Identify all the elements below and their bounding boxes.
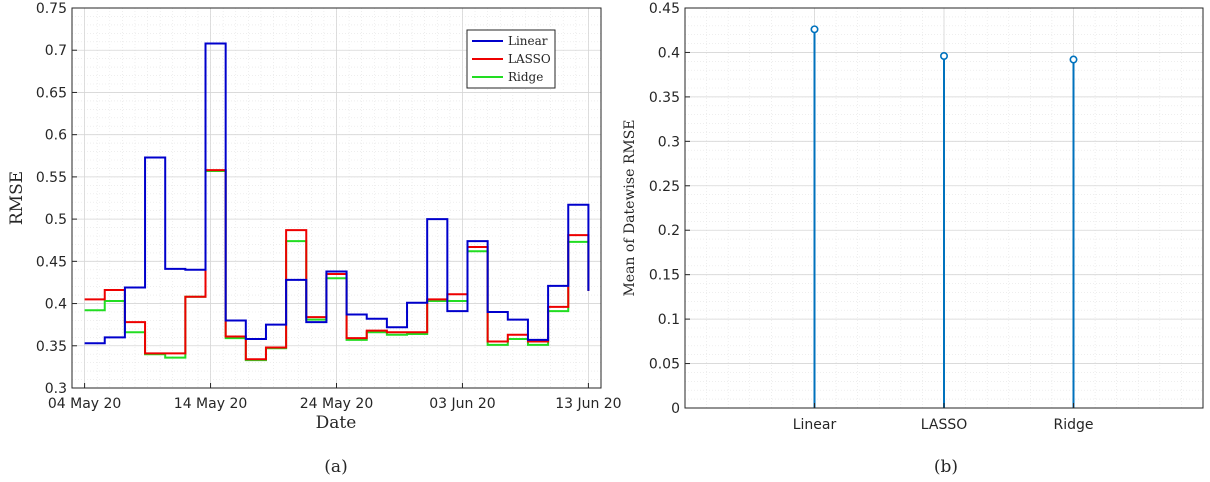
y-tick-label: 0.3 [658,134,680,150]
y-tick-label: 0.3 [45,381,67,397]
x-tick-label: 03 Jun 20 [429,396,495,412]
panel-a-series-lines [84,42,590,362]
panel-a-ticks: 04 May 20 14 May 20 24 May 20 03 Jun 20 13 J… [36,1,622,412]
panel-a-ylabel: RMSE [7,171,27,225]
y-tick-label: 0.4 [45,297,67,313]
stem-marker-lasso [939,51,948,60]
panel-b-stems [810,25,1078,408]
x-tick-label: 14 May 20 [174,396,247,412]
y-tick-label: 0.2 [658,223,680,239]
x-tick-label-linear: Linear [793,417,837,433]
panel-a-legend[interactable]: Linear LASSO Ridge [466,29,556,89]
x-tick-label-lasso: LASSO [921,417,968,433]
y-tick-label: 0.65 [36,85,67,101]
series-line-linear [84,42,590,345]
x-tick-label-ridge: Ridge [1053,417,1093,433]
panel-b-caption: (b) [934,457,958,477]
y-tick-label: 0.05 [649,357,680,373]
stem-marker-ridge [1069,55,1078,64]
y-tick-label: 0.35 [36,339,67,355]
panel-b-chart: 0 0.05 0.1 0.15 0.2 0.25 0.3 0.35 0.4 0.45 Linear L… [622,1,1204,477]
y-tick-label: 0.6 [45,128,67,144]
x-tick-label: 04 May 20 [48,396,121,412]
y-tick-label: 0.35 [649,90,680,106]
y-tick-label: 0.15 [649,268,680,284]
panel-a-xlabel: Date [316,413,357,433]
stem-marker-linear [810,25,819,34]
panel-b-ylabel: Mean of Datewise RMSE [622,119,638,296]
y-tick-label: 0 [671,401,680,417]
y-tick-label: 0.75 [36,1,67,17]
y-tick-label: 0.45 [36,254,67,270]
y-tick-label: 0.55 [36,170,67,186]
y-tick-label: 0.5 [45,212,67,228]
y-tick-label: 0.4 [658,45,680,61]
x-tick-label: 24 May 20 [300,396,373,412]
y-tick-label: 0.7 [45,43,67,59]
panel-a-chart: 04 May 20 14 May 20 24 May 20 03 Jun 20 13 J… [7,1,622,477]
legend-label-ridge: Ridge [508,70,543,84]
y-tick-label: 0.45 [649,1,680,17]
y-tick-label: 0.1 [658,312,680,328]
legend-label-lasso: LASSO [508,52,551,66]
y-tick-label: 0.25 [649,179,680,195]
x-tick-label: 13 Jun 20 [555,396,621,412]
legend-label-linear: Linear [508,34,548,48]
panel-a-caption: (a) [324,457,347,477]
panel-b-ticks: 0 0.05 0.1 0.15 0.2 0.25 0.3 0.35 0.4 0.45 Linear L… [649,1,1094,433]
